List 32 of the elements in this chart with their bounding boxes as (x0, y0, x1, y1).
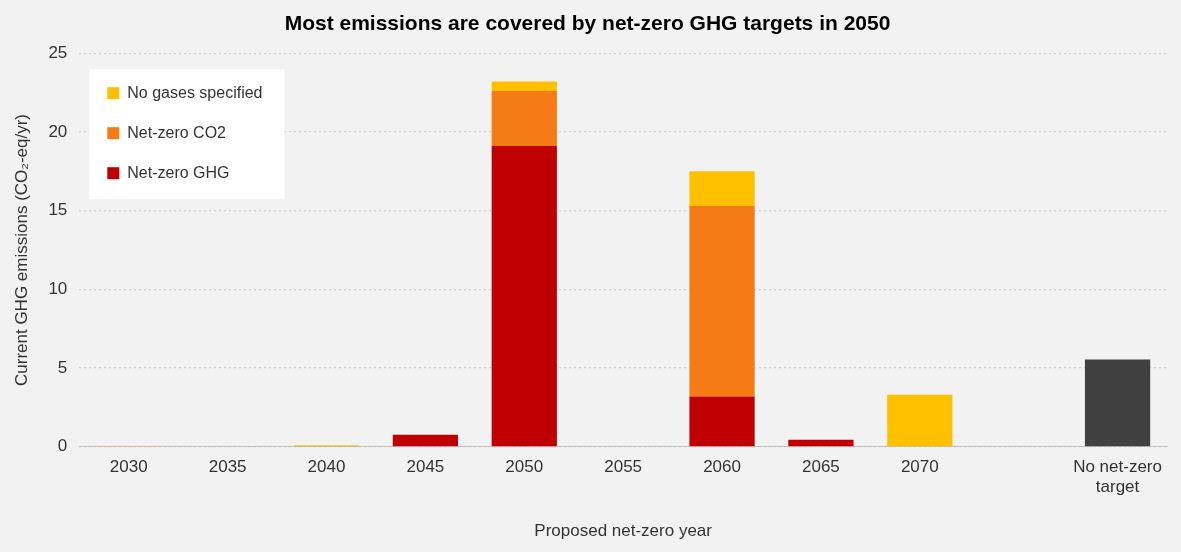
y-tick-label: 15 (48, 200, 68, 220)
legend-label: No gases specified (127, 83, 263, 101)
x-tick-label: 2060 (703, 456, 741, 476)
y-tick-label: 10 (48, 279, 68, 299)
x-tick-label: No net-zero target (1073, 456, 1162, 497)
y-tick-label: 25 (48, 42, 68, 62)
y-tick-label: 0 (57, 436, 68, 456)
x-tick-label: 2070 (900, 456, 939, 476)
bar (491, 90, 557, 147)
x-tick-label: 2035 (208, 456, 247, 476)
legend-label: Net-zero CO2 (127, 123, 227, 141)
x-tick-label: 2065 (802, 456, 840, 476)
bar (689, 396, 755, 447)
bar (788, 439, 854, 447)
x-tick-label: 2030 (109, 456, 148, 476)
bar (689, 171, 755, 206)
bar (491, 81, 557, 91)
y-tick-label: 20 (48, 121, 68, 141)
bar (1084, 359, 1151, 447)
x-tick-label: 2055 (604, 456, 643, 476)
legend-label: Net-zero GHG (127, 163, 230, 181)
y-axis-title: Current GHG emissions (CO₂-eq/yr) (11, 113, 31, 387)
bar (689, 205, 755, 397)
bar (491, 146, 557, 447)
x-tick-label: 2050 (505, 456, 544, 476)
bar (887, 394, 953, 447)
x-tick-label: 2040 (307, 456, 346, 476)
x-tick-label: 2045 (406, 456, 445, 476)
chart-title: Most emissions are covered by net-zero GHG targets in 2050 (284, 11, 891, 35)
x-axis-title: Proposed net-zero year (534, 521, 713, 541)
bar (392, 434, 459, 447)
y-tick-label: 5 (57, 357, 68, 377)
